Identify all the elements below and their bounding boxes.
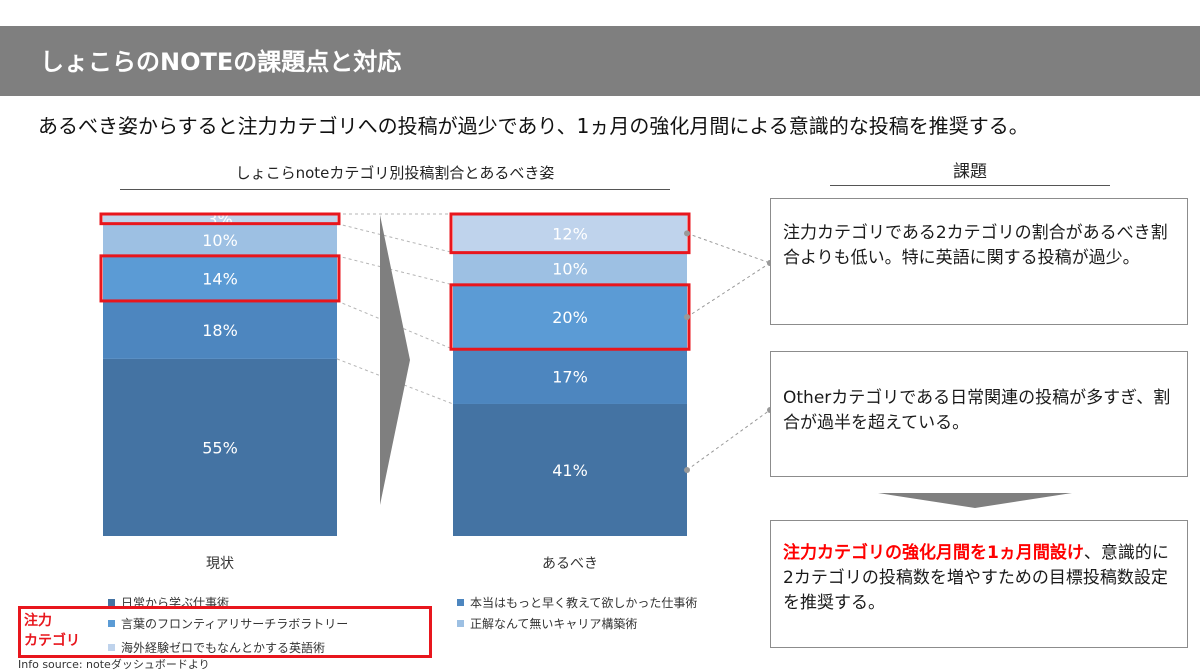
focus-highlight-box	[99, 254, 341, 303]
data-label: 14%	[202, 269, 238, 288]
data-label: 10%	[552, 260, 588, 279]
bar-segment	[453, 403, 687, 536]
chart-title-divider	[120, 189, 670, 190]
recommendation-text: 、意識的に2カテゴリの投稿数を増やすための目標投稿数設定を推奨する。	[783, 543, 1169, 613]
chart-title: しょこらnoteカテゴリ別投稿割合とあるべき姿	[235, 164, 555, 182]
connector-line	[336, 255, 454, 286]
issue-text-1: 注力カテゴリである2カテゴリの割合があるべき割合よりも低い。特に英語に関する投稿…	[783, 223, 1168, 268]
legend-swatch-4	[457, 620, 464, 627]
legend-item-2: 本当はもっと早く教えて欲しかった仕事術	[457, 594, 697, 611]
bar-segment	[453, 284, 687, 350]
callout-line	[686, 232, 771, 264]
recommendation-box: 注力カテゴリの強化月間を1ヵ月間設け、意識的に2カテゴリの投稿数を増やすための目…	[770, 520, 1188, 648]
bar-segment	[453, 252, 687, 285]
data-label: 10%	[202, 231, 238, 250]
category-label-current: 現状	[206, 556, 234, 572]
focus-category-label: 注力 カテゴリ	[24, 613, 80, 649]
issue-text-2: Otherカテゴリである日常関連の投稿が多すぎ、割合が過半を超えている。	[783, 388, 1171, 433]
info-source: Info source: noteダッシュボードより	[18, 658, 210, 671]
issue-box-1: 注力カテゴリである2カテゴリの割合があるべき割合よりも低い。特に英語に関する投稿…	[770, 198, 1188, 325]
data-label: 17%	[552, 368, 588, 387]
page-title: しょこらのNOTEの課題点と対応	[40, 48, 402, 76]
bar-segment	[453, 214, 687, 253]
issues-heading: 課題	[953, 162, 987, 182]
bar-segment	[103, 255, 337, 301]
focus-category-highlight	[18, 606, 432, 658]
issues-heading-divider	[830, 185, 1110, 186]
callout-line	[686, 262, 771, 318]
callout-dot	[684, 314, 690, 321]
title-bar: しょこらのNOTEの課題点と対応	[0, 26, 1200, 96]
callout-line	[686, 409, 771, 471]
data-label: 20%	[552, 308, 588, 327]
callout-dot	[684, 466, 690, 473]
legend-swatch-3	[108, 620, 115, 627]
legend-item-4: 正解なんて無いキャリア構築術	[457, 615, 637, 632]
legend-item-3: 言葉のフロンティアリサーチラボラトリー	[108, 615, 348, 632]
issue-box-2: Otherカテゴリである日常関連の投稿が多すぎ、割合が過半を超えている。	[770, 351, 1188, 477]
down-arrow	[878, 493, 1072, 508]
legend-swatch-5	[108, 644, 115, 651]
legend-label-2: 本当はもっと早く教えて欲しかった仕事術	[470, 596, 698, 610]
focus-highlight-box	[99, 212, 341, 226]
bar-segment	[103, 214, 337, 224]
callout-dot	[684, 230, 690, 237]
data-label: 12%	[552, 224, 588, 243]
legend-swatch-1	[108, 599, 115, 606]
bar-segment	[103, 300, 337, 359]
legend-label-5: 海外経験ゼロでもなんとかする英語術	[121, 641, 326, 655]
legend-swatch-2	[457, 599, 464, 606]
connector-line	[336, 223, 454, 254]
legend-label-4: 正解なんて無いキャリア構築術	[470, 617, 638, 631]
legend-label-3: 言葉のフロンティアリサーチラボラトリー	[121, 617, 349, 631]
data-label: 41%	[552, 461, 588, 480]
recommendation-emphasis: 注力カテゴリの強化月間を1ヵ月間設け	[783, 543, 1084, 563]
bar-segment	[103, 358, 337, 536]
data-label: 55%	[202, 438, 238, 457]
page-subtitle: あるべき姿からすると注力カテゴリへの投稿が過少であり、1ヵ月の強化月間による意識…	[38, 114, 1029, 138]
transition-arrow	[380, 215, 410, 505]
category-label-ideal: あるべき	[542, 556, 598, 572]
bar-segment	[453, 349, 687, 404]
data-label: 18%	[202, 321, 238, 340]
legend-item-5: 海外経験ゼロでもなんとかする英語術	[108, 639, 325, 656]
bar-segment	[103, 223, 337, 256]
